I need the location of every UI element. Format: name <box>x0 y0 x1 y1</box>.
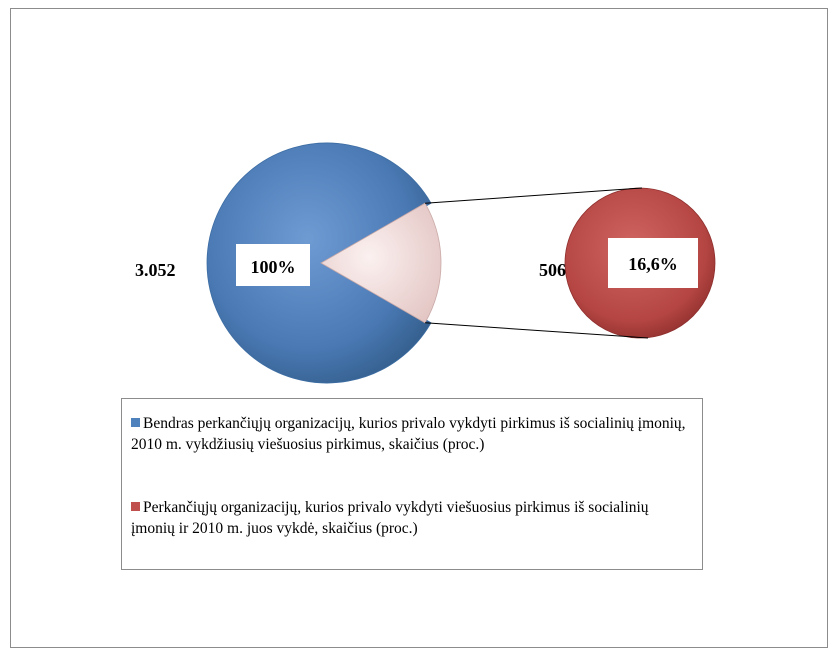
legend-swatch-red <box>131 502 140 511</box>
legend-item-text: Perkančiųjų organizacijų, kurios privalo… <box>131 499 649 537</box>
connector-line-bottom <box>425 322 649 339</box>
secondary-pie-percent-label: 16,6% <box>628 254 678 274</box>
legend-item: Bendras perkančiųjų organizacijų, kurios… <box>131 413 691 455</box>
main-pie-percent-box <box>236 244 310 286</box>
legend-swatch-blue <box>131 418 140 427</box>
legend-item-text: Bendras perkančiųjų organizacijų, kurios… <box>131 415 686 453</box>
legend-item: Perkančiųjų organizacijų, kurios privalo… <box>131 497 691 539</box>
legend: Bendras perkančiųjų organizacijų, kurios… <box>121 398 703 570</box>
main-pie-slice-total <box>206 142 432 384</box>
main-pie-percent-label: 100% <box>251 257 296 277</box>
secondary-pie-percent-box <box>608 238 698 288</box>
connector-line-top <box>425 187 643 204</box>
main-pie-value-label: 3.052 <box>135 260 176 280</box>
secondary-pie-value-label: 506 <box>539 260 566 280</box>
main-pie-slice-exploded <box>320 202 442 324</box>
